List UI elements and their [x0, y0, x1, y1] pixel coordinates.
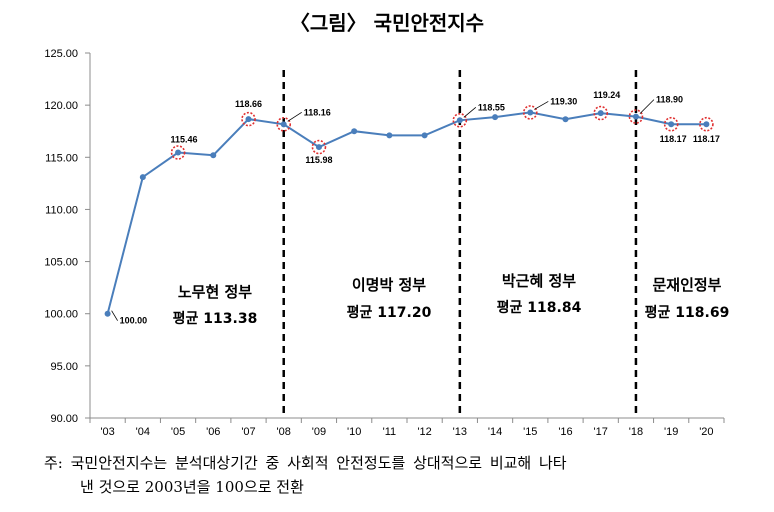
period-average-label: 평균 113.38 [173, 310, 258, 327]
series-markers [104, 105, 714, 317]
highlight-marker-ring [241, 111, 256, 127]
data-label-leader [111, 310, 118, 321]
chart-title: 〈그림〉 국민안전지수 [290, 11, 484, 35]
data-point [210, 152, 217, 159]
x-tick-label: '20 [699, 426, 713, 438]
data-label-leader [534, 101, 549, 110]
x-tick-label: '06 [206, 426, 220, 438]
data-point [386, 132, 393, 139]
y-tick-label: 120.00 [44, 100, 78, 112]
y-tick-label: 95.00 [50, 361, 78, 373]
footnote-line-2: 낸 것으로 2003년을 100으로 전환 [80, 478, 304, 496]
x-tick-label: '05 [171, 426, 185, 438]
data-point [527, 109, 534, 116]
x-tick-label: '16 [558, 426, 572, 438]
national-safety-index-chart: 〈그림〉 국민안전지수 90.00 95.00 100.00 105.00 110.00… [44, 11, 730, 438]
period-name-label: 박근혜 정부 [502, 272, 576, 290]
data-label: 119.30 [550, 96, 577, 106]
x-tick-label: '13 [453, 426, 467, 438]
data-point [668, 121, 675, 128]
highlight-marker-ring [522, 105, 538, 120]
period-average-label: 평균 117.20 [347, 304, 432, 321]
period-average-label: 평균 118.84 [497, 299, 582, 316]
data-point [245, 116, 252, 123]
highlight-marker-ring [311, 139, 327, 155]
plot-area [89, 53, 724, 419]
data-point [280, 121, 287, 128]
data-labels: 100.00 115.46 118.66 118.16 115.98 118.55 119.… [111, 90, 720, 326]
highlight-marker-ring [452, 112, 468, 128]
data-point [139, 174, 146, 181]
data-label-leader [639, 99, 655, 114]
x-tick-label: '14 [488, 426, 502, 438]
x-tick-label: '09 [312, 426, 326, 438]
x-tick-label: '19 [664, 426, 678, 438]
data-point [492, 114, 499, 121]
period-name-label: 문재인정부 [652, 276, 721, 294]
period-name-label: 노무현 정부 [178, 283, 252, 301]
footnote-line-1: 주: 국민안전지수는 분석대상기간 중 사회적 안전정도를 상대적으로 비교해 … [44, 454, 567, 472]
x-tick-label: '08 [277, 426, 291, 438]
data-label-leader [287, 111, 302, 122]
data-point [456, 117, 463, 124]
y-tick-label: 105.00 [44, 257, 78, 269]
y-tick-label: 115.00 [45, 152, 78, 164]
x-tick-label: '07 [241, 426, 255, 438]
data-point [562, 116, 569, 123]
data-label: 118.55 [478, 102, 505, 112]
period-average-label: 평균 118.69 [645, 304, 730, 321]
x-tick-label: '15 [523, 426, 537, 438]
data-label: 115.98 [305, 155, 332, 165]
y-tick-label: 125.00 [44, 48, 78, 60]
period-name-label: 이명박 정부 [352, 276, 426, 294]
data-point [703, 121, 710, 128]
data-label: 118.17 [693, 134, 720, 144]
data-label: 118.90 [656, 95, 683, 105]
x-tick-label: '12 [417, 426, 431, 438]
data-point [421, 132, 428, 139]
data-label: 118.66 [235, 99, 262, 109]
data-point [351, 128, 358, 135]
data-point [315, 144, 322, 151]
highlight-marker-ring [628, 109, 644, 124]
highlight-marker-ring [699, 116, 714, 132]
highlight-marker-ring [276, 117, 292, 132]
period-dividers [282, 70, 638, 418]
x-tick-label: '03 [100, 426, 114, 438]
highlight-marker-ring [170, 145, 186, 160]
y-tick-label: 110.00 [45, 204, 78, 216]
data-point [175, 149, 182, 156]
data-label-leader [463, 106, 477, 118]
data-label: 118.17 [660, 134, 687, 144]
x-tick-label: '10 [347, 426, 361, 438]
y-tick-label: 100.00 [44, 309, 78, 321]
data-label: 100.00 [120, 316, 148, 326]
x-tick-label: '18 [629, 426, 643, 438]
x-tick-label: '11 [383, 426, 397, 438]
y-tick-label: 90.00 [50, 413, 78, 425]
data-point [104, 310, 111, 317]
highlight-marker-ring [593, 105, 609, 121]
data-label: 119.24 [593, 90, 620, 100]
x-tick-label: '04 [136, 426, 150, 438]
data-label: 115.46 [171, 134, 198, 144]
y-axis-tick-labels: 90.00 95.00 100.00 105.00 110.00 115.00 120.00… [44, 48, 90, 425]
x-tick-label: '17 [594, 426, 608, 438]
footnote: 주: 국민안전지수는 분석대상기간 중 사회적 안전정도를 상대적으로 비교해 … [44, 451, 744, 499]
highlight-marker-ring [663, 116, 679, 132]
data-point [597, 110, 604, 117]
data-label: 118.16 [304, 107, 331, 117]
x-axis-tick-labels: '03 '04 '05 '06 '07 '08 '09 '10 '11 '12 '13 '14 '15 '… [89, 418, 725, 438]
data-point [632, 113, 639, 120]
